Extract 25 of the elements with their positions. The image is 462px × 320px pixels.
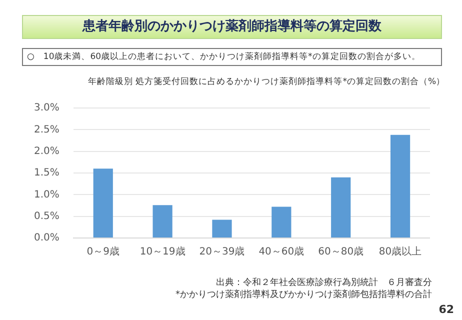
y-tick-label: 0.0% (34, 232, 60, 244)
y-tick-label: 2.5% (34, 124, 60, 136)
y-tick-label: 1.5% (34, 168, 60, 179)
x-tick-label: 10～19歳 (140, 246, 186, 258)
text: 62 (438, 303, 454, 316)
x-tick-label: 60～80歳 (318, 246, 364, 258)
bar (212, 220, 232, 238)
y-tick-label: 3.0% (34, 102, 60, 114)
x-tick-label: 40～60歳 (258, 246, 304, 258)
bar (93, 168, 113, 238)
chart-subtitle: ○ 10歳未満、60歳以上の患者において、かかりつけ薬剤師指導料等*の算定回数の割合が多い。 (22, 48, 442, 66)
y-tick-label: 1.0% (34, 189, 60, 200)
text: *かかりつけ薬剤指導料及びかかりつけ薬剤師包括指導料の合計 (176, 288, 432, 301)
bar (390, 134, 410, 238)
y-tick-label: 0.5% (34, 210, 60, 222)
x-tick-label: 80歳以上 (378, 246, 422, 258)
source-note: 出典：令和２年社会医療診療行為別統計 ６月審査分 (216, 276, 432, 289)
x-tick-label: 0～9歳 (86, 246, 120, 258)
bar (272, 206, 292, 238)
text: 年齢階級別 処方箋受付回数に占めるかかりつけ薬剤師指導料等*の算定回数の割合（%） (88, 76, 446, 88)
y-tick-label: 2.0% (34, 146, 60, 157)
bar (152, 205, 172, 238)
x-tick-label: 20～39歳 (199, 246, 245, 258)
bar (331, 177, 351, 238)
chart-title: 患者年齢別のかかりつけ薬剤師指導料等の算定回数 (22, 15, 442, 39)
